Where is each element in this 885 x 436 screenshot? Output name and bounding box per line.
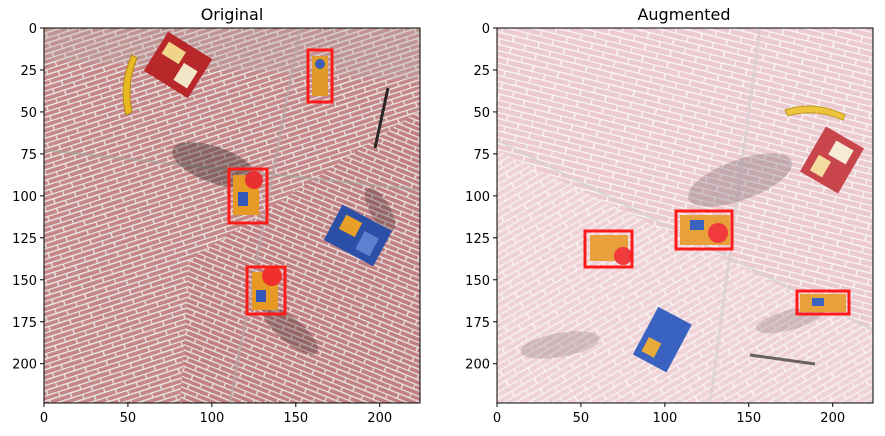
- x-tick-label: 0: [40, 411, 48, 426]
- augmented-image: [497, 28, 873, 403]
- y-tick-label: 75: [20, 148, 37, 163]
- axes-frame-augmented: [496, 27, 874, 404]
- y-tick-label: 125: [465, 232, 490, 247]
- x-tick-label: 0: [493, 411, 501, 426]
- y-tick-label: 50: [473, 106, 490, 121]
- bbox: [306, 48, 334, 104]
- x-tick-label: 150: [283, 411, 308, 426]
- y-tick-label: 0: [482, 22, 490, 37]
- y-tick-label: 150: [465, 274, 490, 289]
- y-tick-label: 200: [465, 358, 490, 373]
- y-tick-label: 100: [465, 190, 490, 205]
- bbox: [583, 229, 634, 269]
- bbox: [795, 289, 851, 316]
- x-tick-label: 150: [736, 411, 761, 426]
- y-tick-label: 75: [473, 148, 490, 163]
- x-tick-label: 200: [820, 411, 845, 426]
- y-tick-label: 175: [465, 316, 490, 331]
- bbox: [674, 209, 734, 251]
- y-tick-label: 175: [12, 316, 37, 331]
- y-tick-label: 25: [20, 64, 37, 79]
- y-tick-label: 100: [12, 190, 37, 205]
- panel-title-augmented: Augmented: [637, 5, 730, 24]
- y-tick-label: 125: [12, 232, 37, 247]
- x-tick-label: 50: [573, 411, 590, 426]
- axes-ticks-original: 0 50 100 150 200 0 25 50 75 100 125 150 175 200: [12, 22, 392, 426]
- y-tick-label: 0: [29, 22, 37, 37]
- bbox: [227, 167, 269, 225]
- bbox: [245, 265, 287, 316]
- y-tick-label: 200: [12, 358, 37, 373]
- y-tick-label: 150: [12, 274, 37, 289]
- original-image: [44, 28, 420, 403]
- axes-frame-original: [43, 27, 421, 404]
- x-tick-label: 50: [120, 411, 137, 426]
- y-tick-label: 50: [20, 106, 37, 121]
- x-tick-label: 200: [367, 411, 392, 426]
- panel-title-original: Original: [201, 5, 264, 24]
- y-tick-label: 25: [473, 64, 490, 79]
- x-tick-label: 100: [652, 411, 677, 426]
- x-tick-label: 100: [199, 411, 224, 426]
- axes-ticks-augmented: 0 50 100 150 200 0 25 50 75 100 125 150 175 200: [465, 22, 845, 426]
